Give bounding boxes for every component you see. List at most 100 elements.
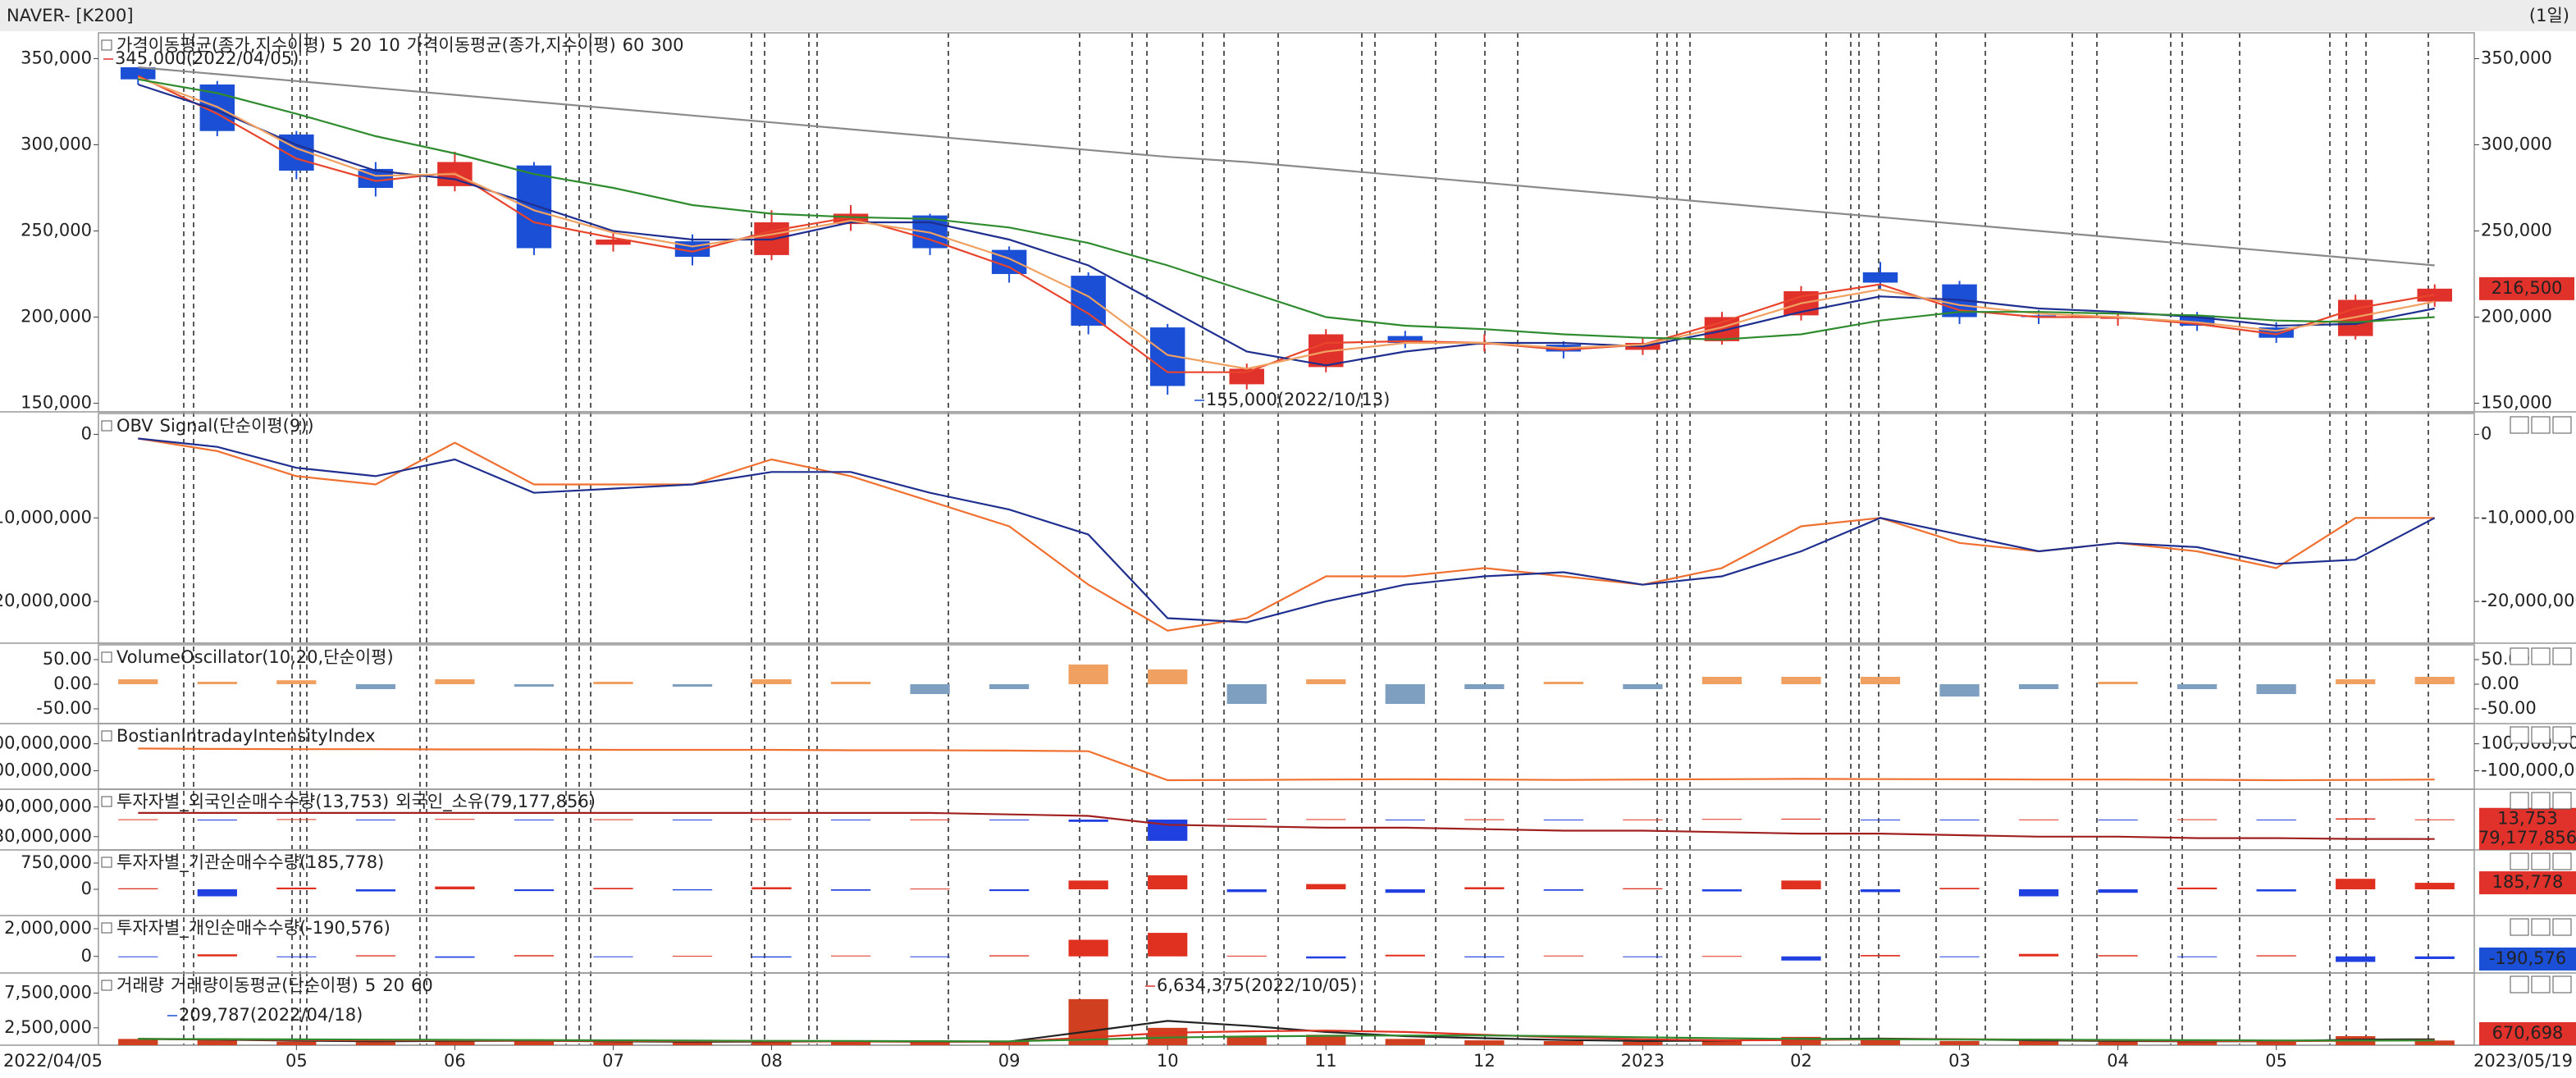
y-tick-label: 750,000 bbox=[21, 852, 92, 872]
x-tick-label: 02 bbox=[1790, 1051, 1812, 1071]
last-value-label: 670,698 bbox=[2492, 1023, 2564, 1043]
bar bbox=[2098, 1041, 2138, 1045]
legend-label: VolumeOscillator(10,20,단순이평) bbox=[116, 647, 394, 667]
bar bbox=[751, 1040, 792, 1045]
panel-control[interactable] bbox=[2552, 647, 2572, 665]
panel-frame bbox=[98, 413, 2475, 644]
bar bbox=[989, 1041, 1030, 1045]
candle-body bbox=[1071, 276, 1106, 326]
panel-control[interactable] bbox=[2510, 918, 2529, 936]
bar bbox=[1148, 669, 1188, 684]
panel-control[interactable] bbox=[2510, 792, 2529, 810]
last-value-label: 216,500 bbox=[2492, 278, 2563, 298]
panel-control[interactable] bbox=[2531, 975, 2551, 993]
legend-label: Signal(단순이평(9)) bbox=[160, 416, 314, 436]
bar bbox=[1939, 888, 1980, 889]
bar bbox=[2256, 889, 2296, 892]
y-tick-label: 200,000 bbox=[21, 307, 92, 327]
panel-control[interactable] bbox=[2552, 975, 2572, 993]
bar bbox=[276, 887, 317, 889]
bar bbox=[2414, 1040, 2455, 1045]
panel-control[interactable] bbox=[2531, 918, 2551, 936]
bar bbox=[1306, 884, 1346, 889]
y-tick-label: -50.00 bbox=[36, 698, 92, 718]
bar bbox=[1306, 679, 1346, 684]
panel-control[interactable] bbox=[2552, 852, 2572, 870]
panel-control[interactable] bbox=[2531, 647, 2551, 665]
panel-control[interactable] bbox=[2510, 726, 2529, 744]
bar bbox=[1939, 1040, 1980, 1045]
last-value-box bbox=[2479, 871, 2576, 895]
bar bbox=[751, 679, 792, 684]
bar bbox=[2256, 1040, 2296, 1045]
panel-frame bbox=[98, 915, 2475, 974]
y-tick-label: 0 bbox=[81, 879, 92, 898]
panel-control[interactable] bbox=[2531, 416, 2551, 434]
bar bbox=[2098, 955, 2138, 957]
bar bbox=[1068, 820, 1108, 822]
bar bbox=[1148, 875, 1188, 889]
bar bbox=[2414, 677, 2455, 684]
legend-label: 60 bbox=[411, 975, 433, 995]
x-tick-label: 09 bbox=[998, 1051, 1021, 1071]
panel-control[interactable] bbox=[2531, 726, 2551, 744]
bar bbox=[593, 888, 633, 889]
x-tick-label: 08 bbox=[760, 1051, 783, 1071]
bar bbox=[118, 1039, 158, 1045]
y-tick-label: 0 bbox=[81, 946, 92, 966]
last-value-label: 79,177,856 bbox=[2478, 828, 2576, 847]
bar bbox=[1068, 939, 1108, 957]
series-line bbox=[137, 83, 2435, 367]
series-line bbox=[138, 78, 2435, 340]
legend-icon bbox=[101, 856, 112, 868]
bar bbox=[1543, 955, 1583, 957]
legend-label: 투자자별_개인순매수수량(-190,576) bbox=[116, 918, 391, 939]
bar bbox=[1781, 818, 1821, 820]
bar bbox=[1306, 819, 1346, 820]
bar bbox=[1860, 677, 1901, 684]
bar bbox=[514, 1040, 555, 1045]
bar bbox=[2336, 679, 2376, 684]
series-line bbox=[138, 1035, 2435, 1043]
bar bbox=[1701, 1040, 1742, 1045]
panel-control[interactable] bbox=[2531, 792, 2551, 810]
legend-label: 가격이동평균(종가,지수이평) bbox=[407, 35, 616, 55]
annotation: 6,634,375(2022/10/05) bbox=[1157, 975, 1357, 995]
y-tick-label: 250,000 bbox=[21, 221, 92, 240]
panel-control[interactable] bbox=[2552, 792, 2572, 810]
panel-control[interactable] bbox=[2552, 726, 2572, 744]
bar bbox=[593, 682, 633, 684]
bar bbox=[830, 1041, 871, 1045]
bar bbox=[1226, 889, 1267, 893]
bar bbox=[1385, 684, 1425, 704]
bar bbox=[1385, 889, 1425, 893]
x-tick-label: 06 bbox=[444, 1051, 466, 1071]
panel-control[interactable] bbox=[2531, 852, 2551, 870]
bar bbox=[435, 1039, 475, 1045]
bar bbox=[118, 679, 158, 684]
bar bbox=[197, 1040, 237, 1045]
panel-control[interactable] bbox=[2510, 416, 2529, 434]
bar bbox=[1464, 684, 1505, 689]
bar bbox=[2098, 682, 2138, 684]
bar bbox=[1781, 880, 1821, 889]
bar bbox=[1226, 684, 1267, 704]
legend-label: 거래량 bbox=[116, 975, 164, 995]
chart-title: NAVER- [K200] bbox=[7, 6, 134, 25]
bar bbox=[435, 956, 475, 958]
y-tick-label: 2,000,000 bbox=[4, 918, 92, 938]
bar bbox=[2336, 956, 2376, 962]
series-line bbox=[138, 811, 2435, 840]
panel-control[interactable] bbox=[2552, 918, 2572, 936]
panel-control[interactable] bbox=[2510, 647, 2529, 665]
bar bbox=[1860, 1038, 1901, 1045]
legend-icon bbox=[101, 39, 112, 51]
panel-control[interactable] bbox=[2552, 416, 2572, 434]
bar bbox=[1543, 1040, 1583, 1045]
legend-label: 투자자별_외국인순매수수량(13,753) bbox=[116, 792, 389, 812]
candle-body bbox=[121, 67, 156, 80]
panel-frame bbox=[98, 849, 2475, 916]
panel-control[interactable] bbox=[2510, 975, 2529, 993]
panel-control[interactable] bbox=[2510, 852, 2529, 870]
bar bbox=[1068, 665, 1108, 684]
